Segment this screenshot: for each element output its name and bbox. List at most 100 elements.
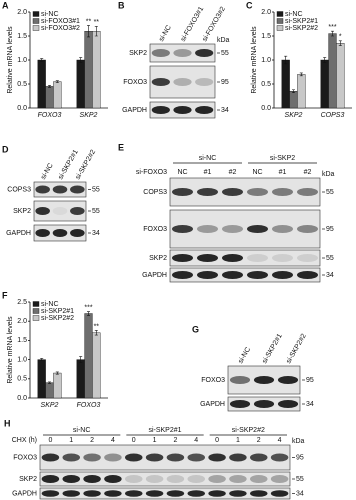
band [173, 49, 192, 57]
band [253, 400, 275, 408]
band [187, 475, 205, 483]
marker-label: 55 [296, 476, 304, 483]
bar [45, 86, 54, 109]
band [222, 254, 243, 262]
band [125, 453, 143, 462]
panel-letter: C [246, 0, 253, 10]
band [272, 225, 293, 233]
significance: ** [86, 18, 92, 25]
band [52, 207, 68, 215]
error-bar [299, 72, 303, 77]
y-tick-label: 0.5 [261, 81, 271, 88]
lane-label: si-SKP2#1 [261, 333, 284, 365]
y-tick-label: 0.5 [17, 376, 27, 383]
legend-label: si-SKP2#2 [285, 25, 318, 32]
lane-label: 2 [173, 437, 177, 444]
band [62, 453, 80, 462]
bar [297, 74, 306, 109]
significance: *** [84, 304, 92, 311]
band [272, 271, 293, 279]
blot-membrane [33, 200, 87, 222]
band [173, 78, 192, 86]
y-tick-label: 1.5 [17, 33, 27, 40]
row-label: GAPDH [200, 401, 225, 408]
band [145, 453, 164, 462]
lane-prefix: si-FOXO3 [136, 169, 167, 176]
y-tick-label: 1.5 [261, 33, 271, 40]
blot-membrane [169, 209, 321, 249]
error-bar [331, 30, 334, 37]
band [197, 188, 218, 196]
lane-label: 0 [132, 437, 136, 444]
band [222, 188, 243, 196]
band [151, 106, 170, 114]
marker-label: 34 [221, 107, 229, 114]
band [195, 106, 214, 114]
band [83, 453, 101, 462]
band [35, 185, 50, 194]
band [197, 225, 218, 233]
row-label: FOXO3 [13, 454, 37, 461]
band [166, 490, 185, 497]
blot-membrane [149, 43, 216, 63]
error-bar [338, 40, 342, 46]
row-label: SKP2 [19, 476, 37, 483]
band [229, 453, 247, 462]
row-label: GAPDH [142, 272, 167, 279]
legend-swatch [32, 11, 40, 17]
band [52, 229, 68, 237]
y-axis-label: Relative mRNA levels [251, 26, 258, 94]
band [195, 49, 214, 57]
lane-label: #2 [229, 169, 237, 176]
lane-label: NC [177, 169, 187, 176]
significance: ** [94, 19, 100, 26]
lane-label: si-FOXO3#1 [180, 6, 206, 43]
legend-swatch [276, 18, 284, 24]
bar [84, 31, 93, 109]
band [229, 475, 247, 483]
band [272, 254, 293, 262]
bar [76, 359, 85, 399]
kda-label: kDa [292, 438, 305, 445]
band [151, 49, 170, 57]
row-label: SKP2 [129, 50, 147, 57]
band [104, 490, 122, 497]
panel-letter: E [118, 142, 124, 152]
band [172, 254, 193, 262]
band [35, 207, 50, 215]
y-tick-label: 1.5 [17, 337, 27, 344]
lane-label: si-NC [40, 162, 55, 181]
row-label: GAPDH [6, 230, 31, 237]
marker-label: 95 [306, 377, 314, 384]
bar [37, 59, 46, 109]
y-axis-label: Relative mRNA levels [7, 316, 14, 384]
bar [92, 31, 101, 109]
category-label: COPS3 [321, 112, 345, 119]
band [70, 185, 85, 194]
band [253, 376, 275, 384]
band [166, 453, 185, 462]
row-label: COPS3 [7, 186, 31, 193]
error-bar [55, 371, 59, 375]
legend-swatch [32, 18, 40, 24]
group-label: si-NC [73, 427, 91, 434]
band [250, 490, 268, 497]
kda-label: kDa [217, 37, 230, 44]
band [270, 453, 289, 462]
error-bar [87, 311, 90, 316]
band [35, 229, 50, 237]
bar [45, 382, 54, 399]
row-label: GAPDH [122, 107, 147, 114]
band [208, 490, 226, 497]
lane-label: si-SKP2#2 [285, 333, 308, 365]
band [145, 475, 164, 483]
y-tick-label: 2.0 [17, 318, 27, 325]
y-tick-label: 2.5 [17, 299, 27, 306]
legend-swatch [32, 315, 40, 321]
marker-label: 55 [221, 50, 229, 57]
row-label: FOXO3 [123, 79, 147, 86]
band [173, 106, 192, 114]
error-bar [40, 358, 44, 362]
band [197, 254, 218, 262]
bar [289, 90, 298, 109]
